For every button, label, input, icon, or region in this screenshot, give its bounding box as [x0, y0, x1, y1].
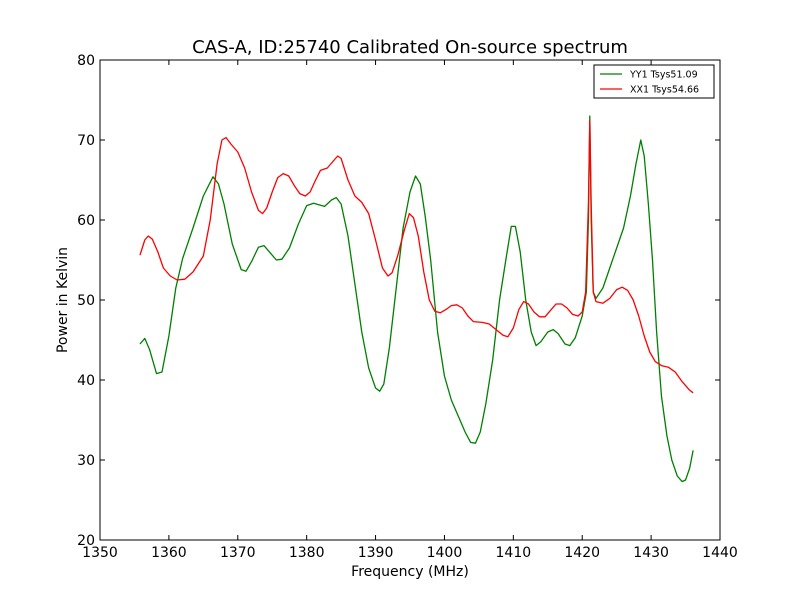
x-axis: 1350 1360 1370 1380 1390 1400 1410 1420 1430 1440: [82, 60, 738, 561]
y-axis: 20 30 40 50 60 70 80: [77, 53, 720, 549]
y-tick-label: 70: [77, 133, 95, 149]
y-tick-label: 40: [77, 373, 95, 389]
y-tick-label: 60: [77, 213, 95, 229]
x-tick-label: 1410: [496, 545, 532, 561]
chart-title: CAS-A, ID:25740 Calibrated On-source spe…: [192, 37, 628, 58]
x-tick-label: 1350: [82, 545, 118, 561]
y-tick-label: 30: [77, 453, 95, 469]
x-tick-label: 1360: [151, 545, 187, 561]
plot-lines: [139, 115, 694, 483]
series-line-yy1: [139, 115, 694, 483]
y-tick-label: 50: [77, 293, 95, 309]
legend-label-yy1: YY1 Tsys51.09: [629, 70, 698, 81]
legend-box: [593, 64, 715, 99]
x-tick-label: 1400: [427, 545, 463, 561]
y-tick-label: 20: [77, 533, 95, 549]
legend-label-xx1: XX1 Tsys54.66: [630, 85, 699, 96]
x-tick-label: 1390: [358, 545, 394, 561]
y-tick-label: 80: [77, 53, 95, 69]
x-tick-label: 1370: [220, 545, 256, 561]
x-tick-label: 1380: [289, 545, 325, 561]
x-tick-label: 1420: [564, 545, 600, 561]
series-line-xx1: [139, 119, 694, 394]
legend: YY1 Tsys51.09 XX1 Tsys54.66: [593, 64, 715, 99]
y-axis-label: Power in Kelvin: [55, 247, 71, 353]
x-tick-label: 1430: [633, 545, 669, 561]
x-axis-label: Frequency (MHz): [351, 564, 469, 580]
x-tick-label: 1440: [702, 545, 738, 561]
